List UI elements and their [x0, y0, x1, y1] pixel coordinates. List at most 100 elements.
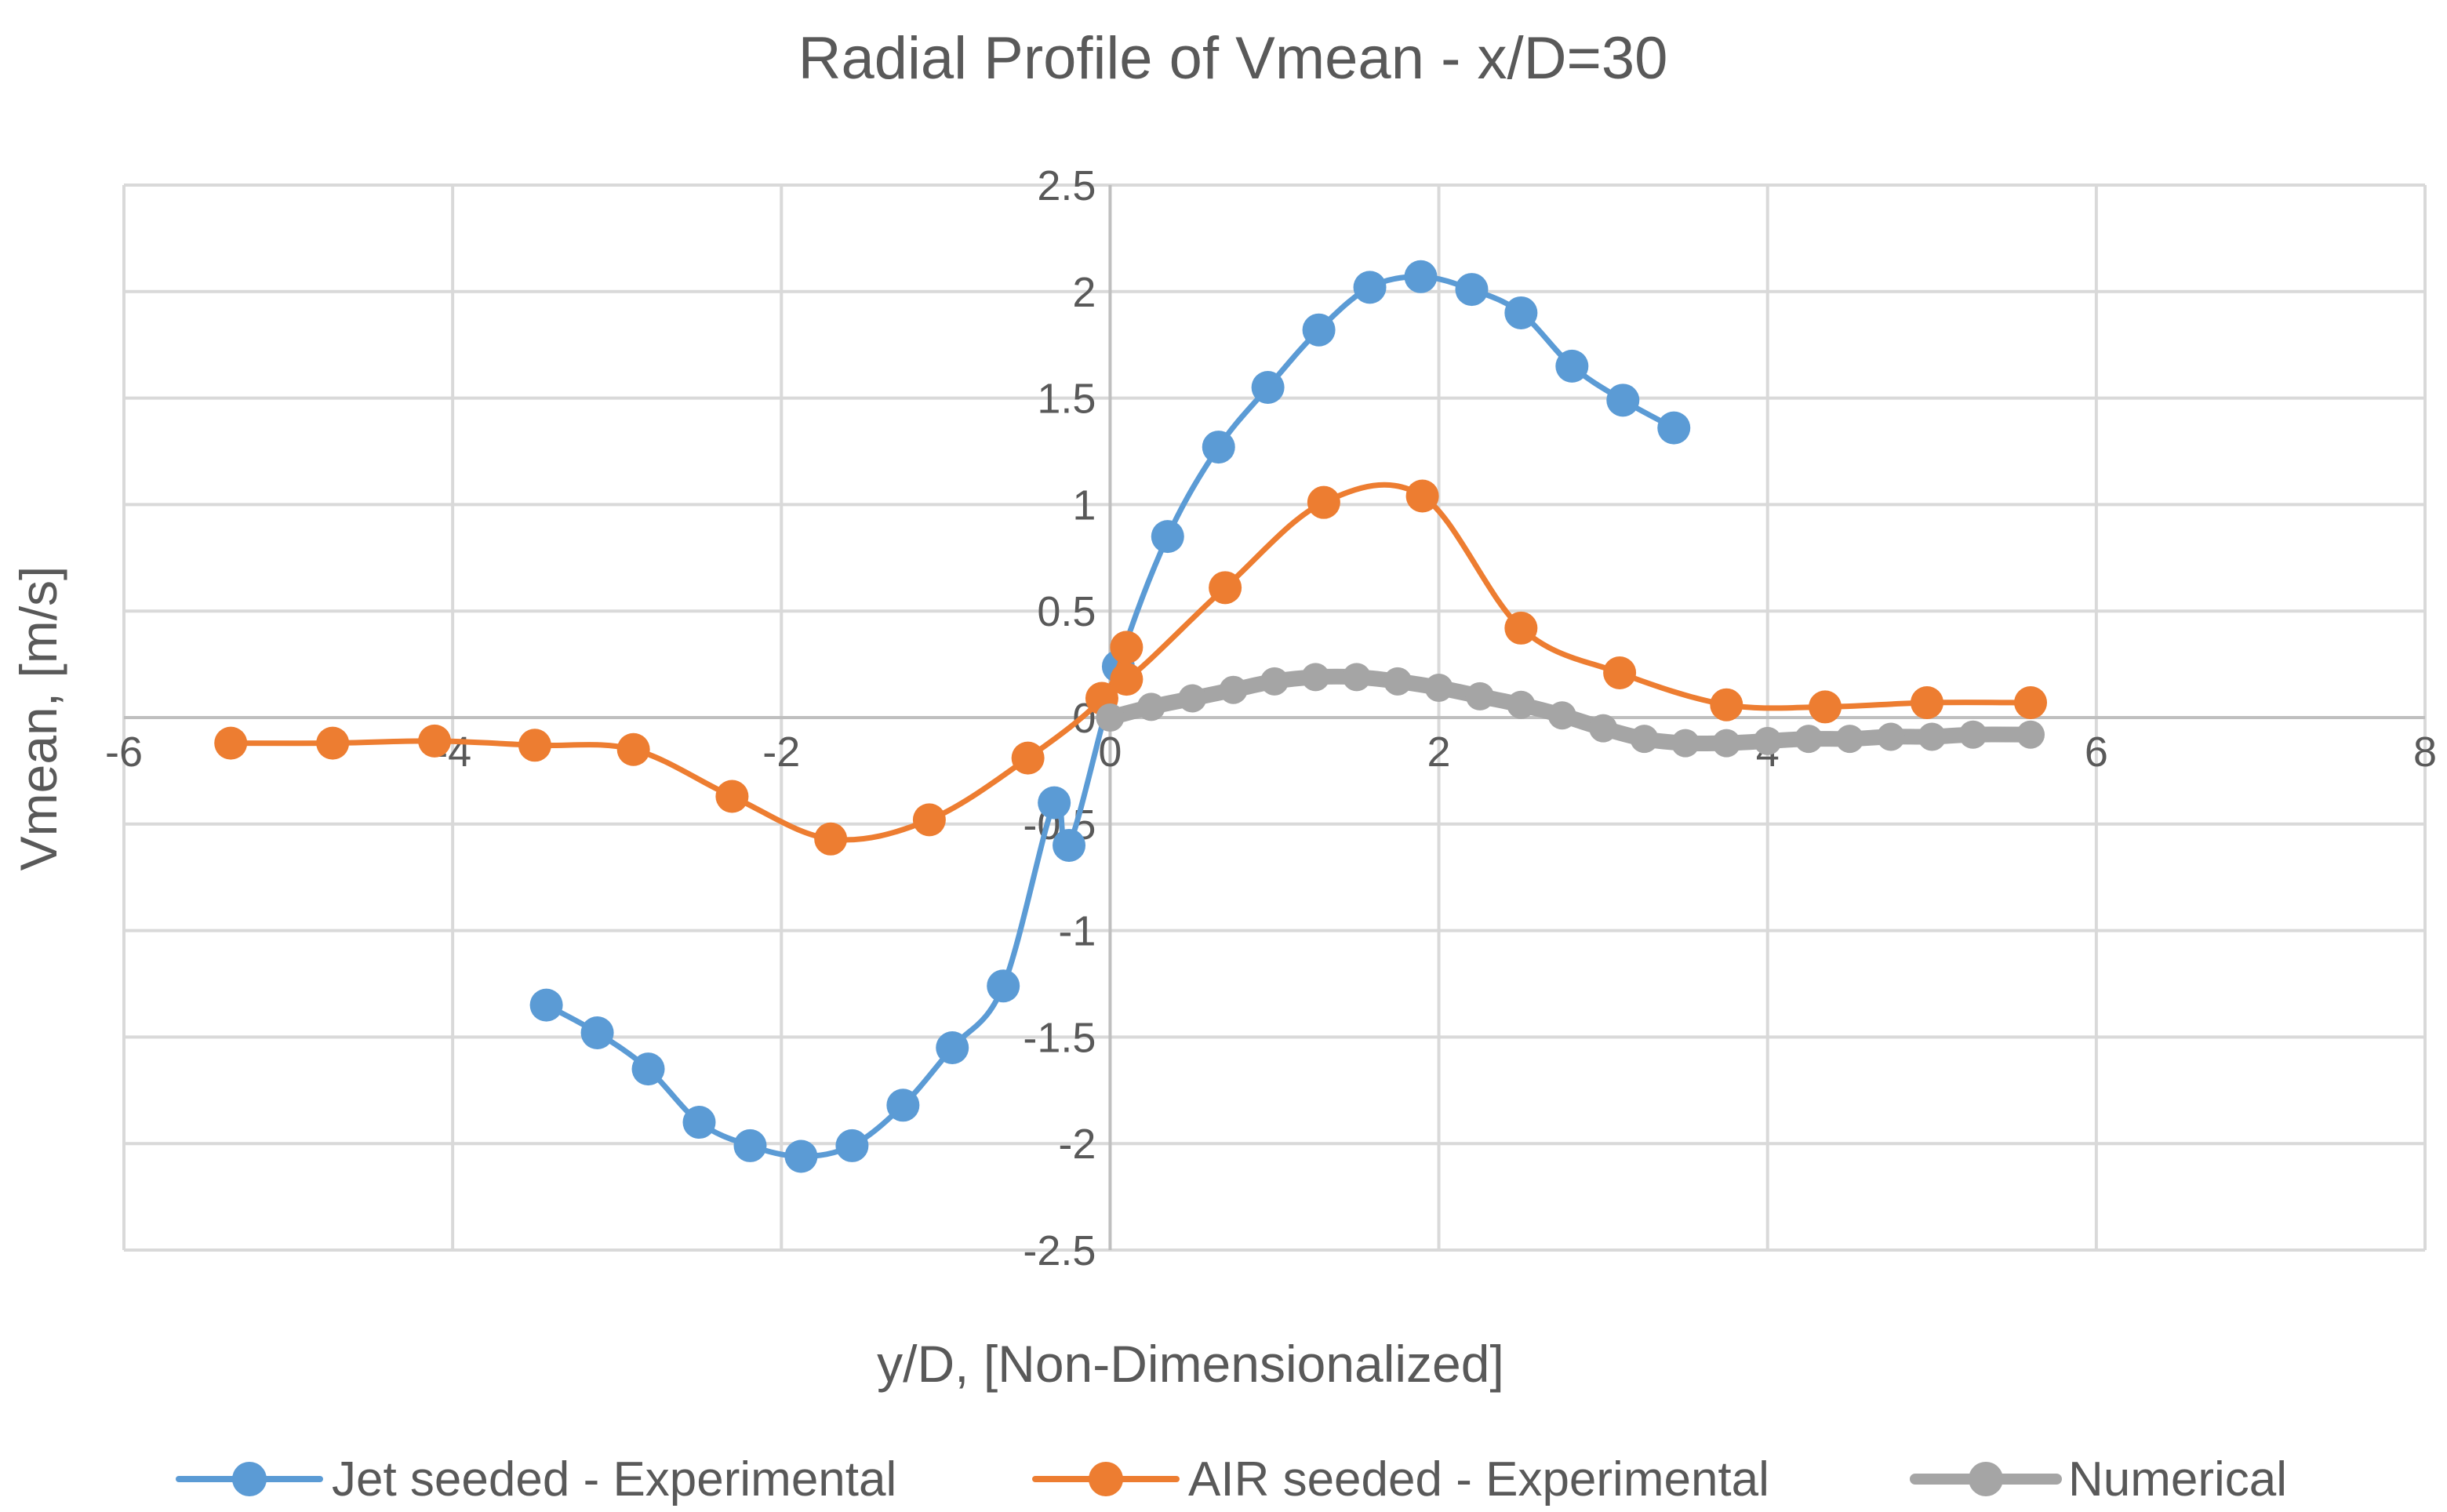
data-point	[1504, 296, 1538, 329]
series-3	[1096, 663, 2045, 758]
x-tick-label: -6	[105, 729, 143, 776]
legend-label: AIR seeded - Experimental	[1188, 1452, 1769, 1507]
data-point	[1753, 726, 1782, 755]
data-point	[1710, 688, 1743, 721]
data-point	[733, 1129, 767, 1162]
legend-label: Numerical	[2068, 1452, 2287, 1507]
y-tick-label: -2	[1058, 1121, 1096, 1168]
data-point	[1219, 675, 1248, 704]
data-point	[1136, 692, 1165, 721]
data-point	[715, 780, 749, 813]
data-point	[1835, 725, 1864, 754]
series-layer	[214, 260, 2048, 1173]
data-point	[1657, 411, 1691, 445]
data-point	[1110, 663, 1144, 696]
data-point	[1096, 703, 1125, 732]
data-point	[1302, 313, 1336, 347]
series-1	[529, 260, 1691, 1173]
data-point	[580, 1016, 614, 1049]
y-tick-label: 2.5	[1037, 162, 1096, 209]
data-point	[1630, 725, 1659, 754]
y-tick-label: 1.5	[1037, 376, 1096, 423]
data-point	[1404, 260, 1438, 293]
data-point	[1038, 786, 1071, 820]
data-point	[1910, 685, 1943, 719]
data-point	[886, 1089, 920, 1122]
y-tick-label: 1	[1072, 482, 1096, 529]
data-point	[814, 822, 848, 856]
data-point	[1301, 663, 1330, 692]
data-point	[1712, 729, 1741, 758]
data-point	[1504, 611, 1538, 645]
legend: Jet seeded - Experimental AIR seeded - Ex…	[176, 1452, 2287, 1507]
data-point	[214, 726, 248, 760]
data-point	[418, 724, 452, 758]
data-point	[1251, 371, 1285, 405]
data-point	[835, 1129, 869, 1162]
data-point	[936, 1030, 969, 1064]
data-point	[1383, 667, 1413, 696]
data-point	[987, 969, 1020, 1003]
data-point	[1507, 690, 1536, 719]
data-point	[2014, 685, 2048, 719]
data-point	[1178, 684, 1207, 713]
legend-swatch-marker	[1969, 1462, 2003, 1496]
y-tick-label: 0.5	[1037, 588, 1096, 635]
x-tick-label: 8	[2413, 729, 2437, 776]
data-point	[1455, 273, 1489, 307]
data-point	[1809, 690, 1842, 724]
series-2	[214, 479, 2048, 856]
legend-item-2: AIR seeded - Experimental	[1032, 1452, 1769, 1507]
data-point	[1876, 722, 1905, 751]
data-point	[1671, 729, 1700, 758]
data-point	[912, 803, 946, 837]
y-axis-title: Vmean, [m/s]	[9, 566, 67, 871]
data-point	[1405, 479, 1439, 513]
data-point	[518, 729, 551, 762]
data-point	[1606, 383, 1640, 417]
data-point	[1260, 667, 1289, 696]
data-point	[1342, 663, 1371, 692]
legend-item-1: Jet seeded - Experimental	[176, 1452, 896, 1507]
legend-swatch-marker	[232, 1462, 267, 1496]
legend-swatch-marker	[1089, 1462, 1123, 1496]
y-tick-label: -2.5	[1023, 1227, 1096, 1274]
x-tick-label: -2	[762, 729, 800, 776]
gridlines	[122, 184, 2427, 1252]
data-point	[316, 726, 350, 760]
data-point	[1918, 722, 1947, 751]
data-point	[1110, 631, 1144, 664]
x-tick-label: 0	[1098, 729, 1122, 776]
y-tick-label: -1	[1058, 908, 1096, 955]
data-point	[1053, 828, 1086, 862]
data-point	[1011, 741, 1045, 775]
legend-label: Jet seeded - Experimental	[332, 1452, 896, 1507]
data-point	[682, 1106, 716, 1139]
data-point	[1555, 349, 1589, 383]
data-point	[1307, 485, 1340, 519]
data-point	[1958, 720, 1987, 749]
x-tick-label: 6	[2085, 729, 2108, 776]
data-point	[784, 1139, 818, 1173]
x-tick-label: 2	[1427, 729, 1451, 776]
legend-item-3: Numerical	[1910, 1452, 2287, 1507]
data-point	[529, 988, 563, 1022]
data-point	[1603, 656, 1637, 689]
chart-title: Radial Profile of Vmean - x/D=30	[798, 25, 1668, 92]
data-point	[1547, 701, 1576, 730]
data-point	[1424, 673, 1453, 702]
data-point	[1589, 714, 1618, 743]
data-point	[1209, 571, 1242, 605]
data-point	[1151, 520, 1184, 554]
y-tick-label: -1.5	[1023, 1014, 1096, 1061]
data-point	[616, 732, 650, 766]
data-point	[1353, 271, 1387, 304]
data-point	[1202, 431, 1235, 464]
data-point	[1794, 725, 1823, 754]
x-axis-title: y/D, [Non-Dimensionalized]	[877, 1335, 1504, 1393]
data-point	[2016, 720, 2045, 749]
data-point	[631, 1052, 665, 1086]
data-point	[1465, 681, 1494, 711]
y-tick-label: 2	[1072, 269, 1096, 316]
